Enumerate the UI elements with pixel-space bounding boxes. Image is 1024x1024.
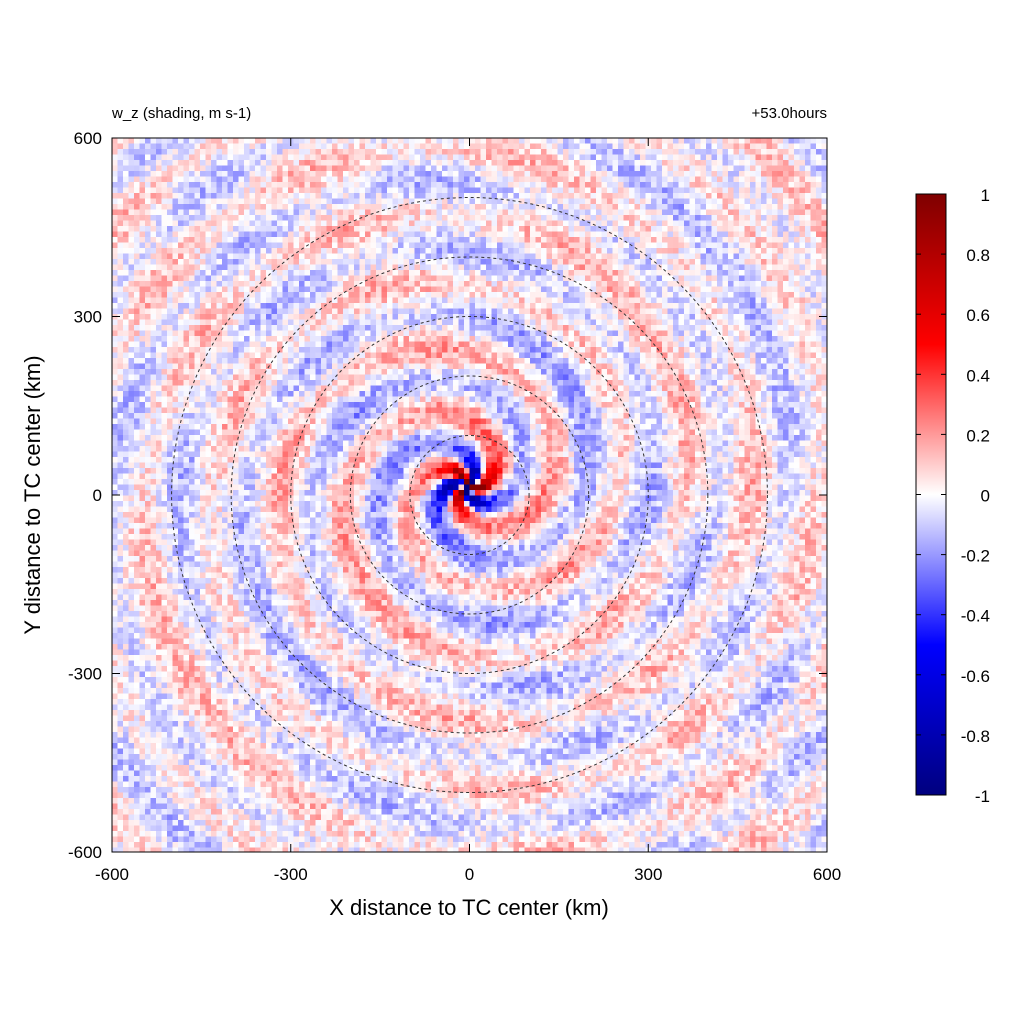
colorbar-tick-label: -0.4 [961,607,990,626]
y-tick-label: -600 [68,843,102,862]
chart-title-left: w_z (shading, m s-1) [111,105,251,122]
x-axis-label: X distance to TC center (km) [329,895,609,920]
chart-title-right: +53.0hours [752,105,827,122]
x-tick-label: 0 [465,865,474,884]
colorbar-tick-label: 0.8 [966,246,990,265]
x-tick-label: 300 [634,865,662,884]
x-tick-label: 600 [813,865,841,884]
heatmap-field [112,138,827,853]
y-tick-label: 300 [74,308,102,327]
colorbar-tick-label: 0.2 [966,426,990,445]
y-tick-label: -300 [68,665,102,684]
colorbar-tick-label: 0.6 [966,306,990,325]
colorbar-tick-label: -0.2 [961,547,990,566]
colorbar-tick-label: -1 [975,787,990,806]
colorbar-tick-label: -0.6 [961,667,990,686]
colorbar-tick-label: 1 [981,186,990,205]
colorbar-tick-label: 0 [981,487,990,506]
y-tick-label: 0 [93,486,102,505]
x-tick-label: -600 [95,865,129,884]
y-axis-label: Y distance to TC center (km) [20,355,45,634]
colorbar-tick-label: -0.8 [961,727,990,746]
y-tick-label: 600 [74,129,102,148]
colorbar-tick-label: 0.4 [966,366,990,385]
x-tick-label: -300 [274,865,308,884]
